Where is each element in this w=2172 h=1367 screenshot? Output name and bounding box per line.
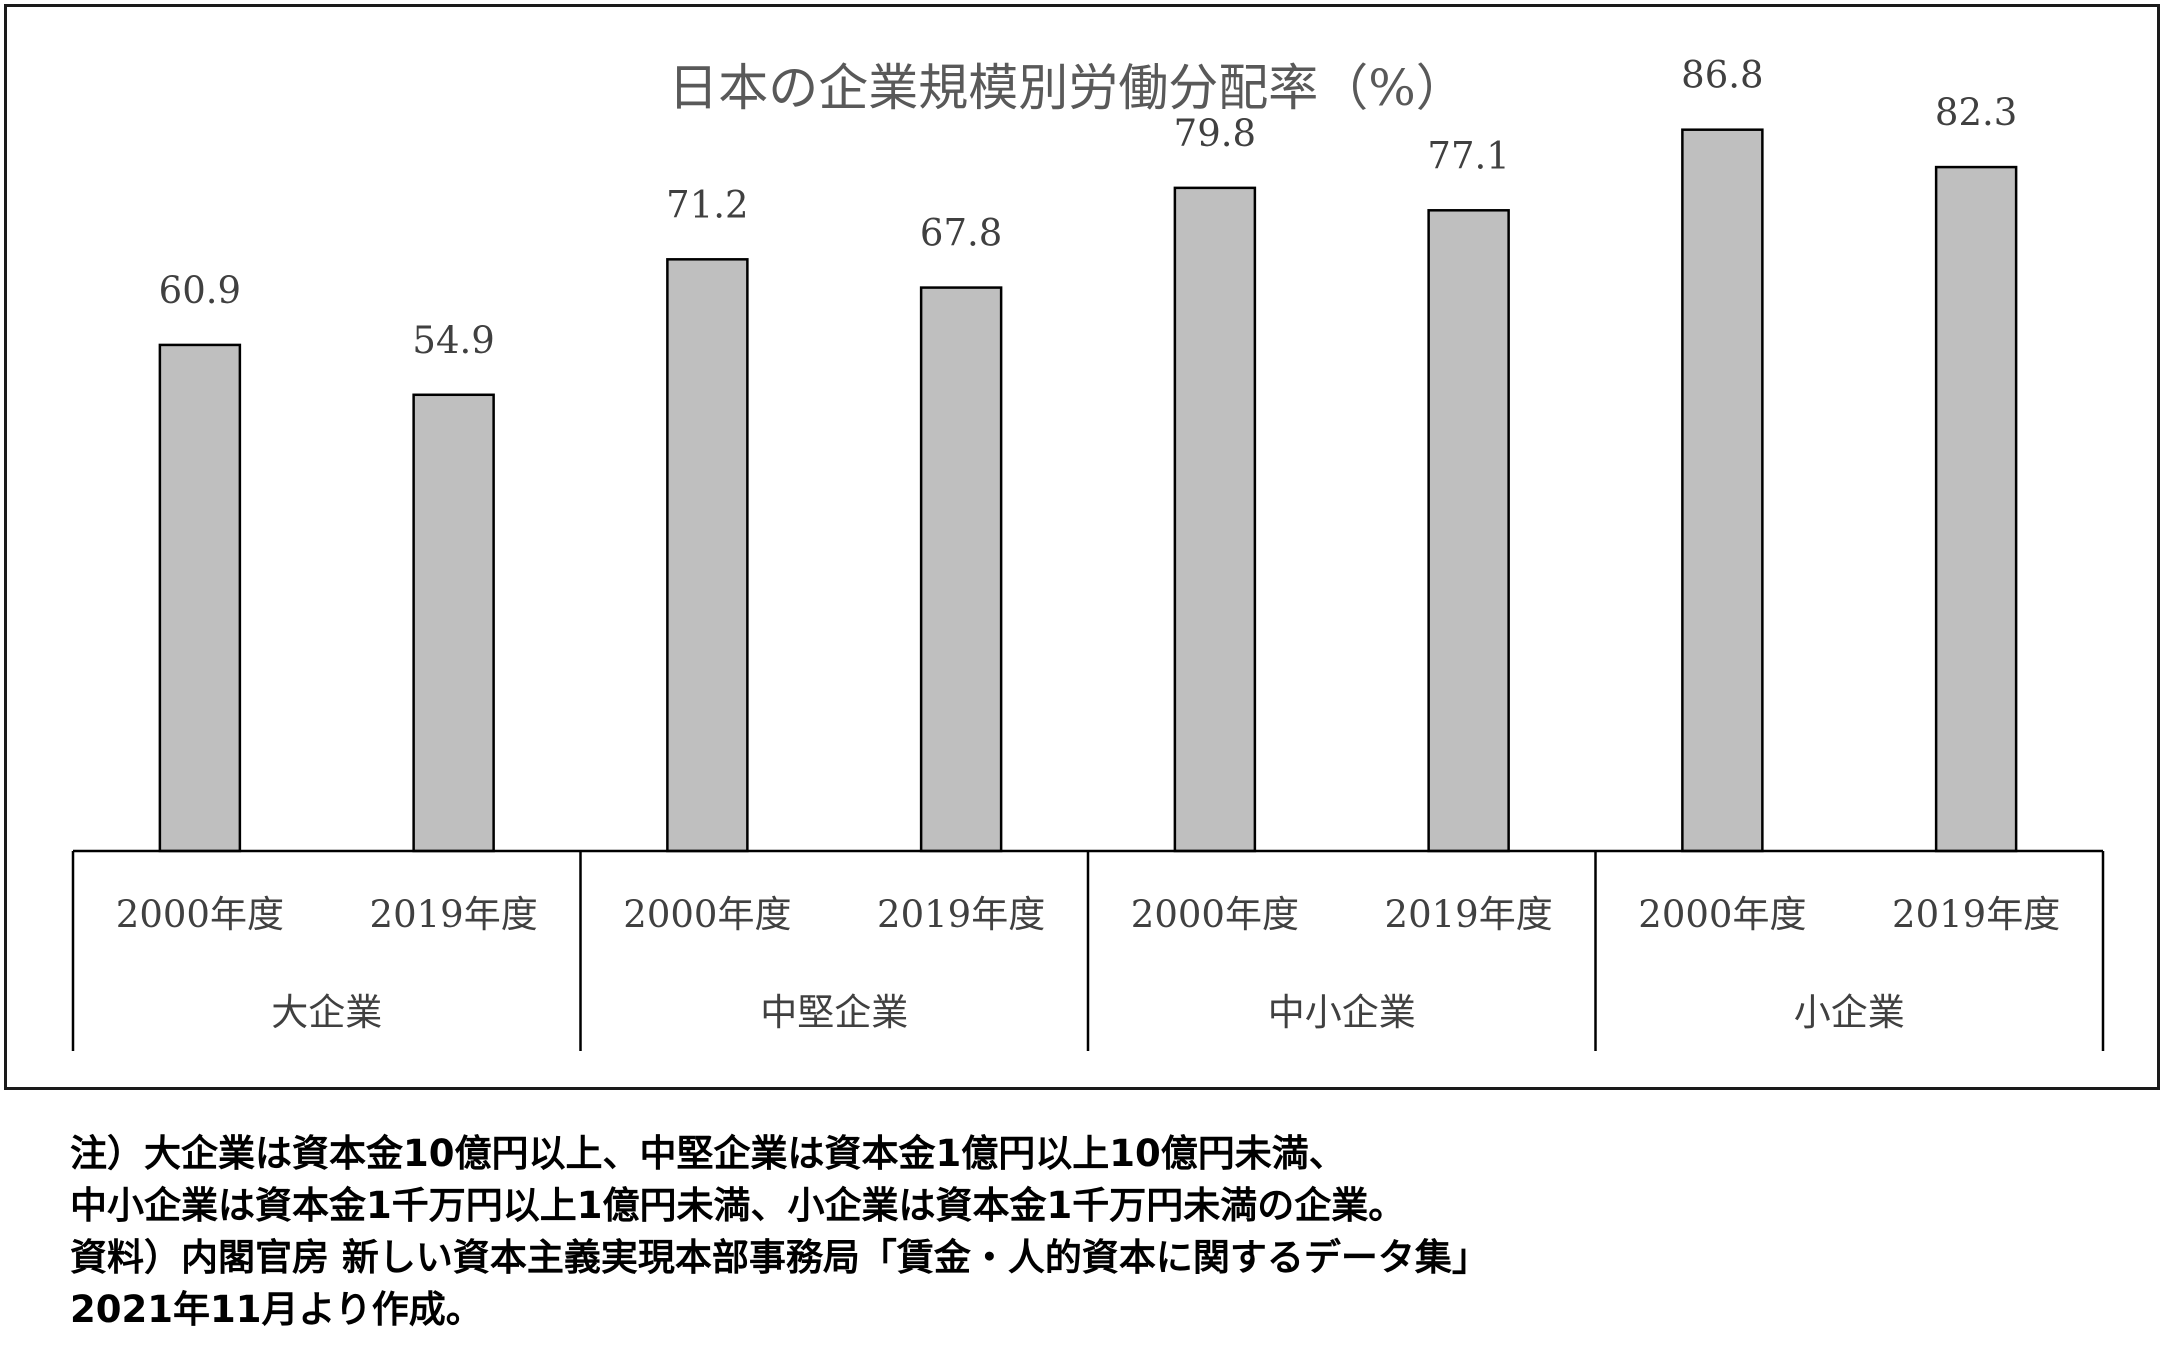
- group-label: 中小企業: [1268, 991, 1416, 1034]
- bar: [1173, 186, 1257, 853]
- data-label: 54.9: [412, 319, 494, 362]
- x-tick-label: 2000年度: [116, 893, 284, 936]
- chart-title: 日本の企業規模別労働分配率（%）: [668, 59, 1466, 117]
- note-line: 2021年11月より作成。: [70, 1288, 483, 1331]
- x-tick-label: 2000年度: [1638, 893, 1806, 936]
- group-label: 中堅企業: [760, 991, 908, 1034]
- bar-chart: 日本の企業規模別労働分配率（%） 60.9 2000年度 54.9 2019年度大企業…: [71, 54, 2105, 1051]
- group-label: 大企業: [271, 991, 382, 1034]
- note-line: 中小企業は資本金1千万円以上1億円未満、小企業は資本金1千万円未満の企業。: [70, 1184, 1406, 1227]
- note-line: 注）大企業は資本金10億円以上、中堅企業は資本金1億円以上10億円未満、: [70, 1132, 1346, 1175]
- bar: [1427, 209, 1510, 853]
- data-label: 86.8: [1681, 54, 1763, 97]
- bar: [158, 343, 242, 853]
- x-tick-label: 2000年度: [1131, 893, 1299, 936]
- data-label: 82.3: [1935, 91, 2017, 134]
- bar: [1934, 165, 2018, 853]
- bar: [666, 258, 749, 853]
- x-tick-label: 2019年度: [1385, 893, 1553, 936]
- data-label: 67.8: [920, 212, 1002, 255]
- data-label: 60.9: [159, 269, 241, 312]
- bar: [412, 393, 495, 853]
- bar: [919, 286, 1003, 853]
- x-tick-label: 2000年度: [623, 893, 791, 936]
- data-label: 79.8: [1174, 112, 1256, 155]
- data-label: 71.2: [666, 183, 748, 226]
- data-label: 77.1: [1427, 134, 1509, 177]
- note-line: 資料）内閣官房 新しい資本主義実現本部事務局「賃金・人的資本に関するデータ集」: [70, 1236, 1489, 1279]
- chart-notes: 注）大企業は資本金10億円以上、中堅企業は資本金1億円以上10億円未満、 中小企…: [70, 1128, 2130, 1336]
- bar: [1681, 128, 1764, 853]
- x-tick-label: 2019年度: [370, 893, 538, 936]
- chart-frame: 日本の企業規模別労働分配率（%） 60.9 2000年度 54.9 2019年度大企業…: [4, 4, 2160, 1090]
- group-label: 小企業: [1794, 991, 1905, 1034]
- x-tick-label: 2019年度: [1892, 893, 2060, 936]
- x-tick-label: 2019年度: [877, 893, 1045, 936]
